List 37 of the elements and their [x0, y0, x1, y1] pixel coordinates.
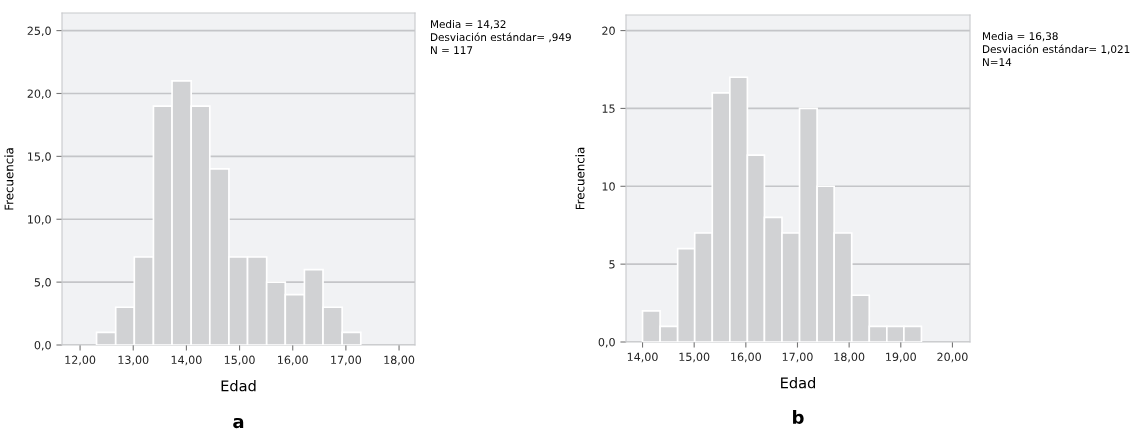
y-tick-label: 10,0 [28, 215, 51, 225]
y-tick-label: 15,0 [28, 152, 51, 162]
x-tick-label: 13,00 [118, 355, 149, 366]
x-tick-label: 18,00 [384, 355, 415, 366]
y-tick-label: 0,0 [598, 337, 615, 348]
text: Media = 14,32 [431, 20, 506, 30]
x-axis-title: Edad [221, 380, 256, 392]
text: Desviación estándar= 1,021 [983, 44, 1130, 55]
text: b [793, 410, 804, 425]
text: N = 117 [431, 46, 473, 54]
y-tick-label: 25,0 [27, 26, 51, 37]
text: Desviación estándar= ,949 [431, 32, 571, 43]
text: a [233, 417, 244, 429]
x-tick-label: 18,00 [834, 352, 865, 363]
x-tick-label: 19,00 [886, 352, 916, 363]
y-axis-title: Frecuencia [575, 147, 585, 210]
y-tick-label: 10 [602, 182, 615, 191]
text: Media = 16,38 [983, 32, 1058, 42]
x-tick-label: 16,00 [278, 355, 308, 366]
x-tick-label: 17,00 [782, 352, 813, 363]
y-tick-label: 15 [602, 104, 615, 113]
text: N=14 [983, 58, 1012, 66]
x-tick-label: 12,00 [65, 355, 96, 366]
x-tick-label: 15,00 [224, 355, 255, 366]
y-axis-title: Frecuencia [4, 148, 14, 210]
x-tick-label: 16,00 [731, 352, 761, 363]
y-tick-label: 20,0 [27, 89, 51, 99]
y-tick-label: 5 [609, 260, 615, 269]
x-tick-label: 14,00 [627, 352, 658, 363]
x-tick-label: 15,00 [679, 352, 710, 363]
x-tick-label: 17,00 [331, 355, 362, 366]
x-axis-title: Edad [781, 377, 816, 389]
x-tick-label: 14,00 [171, 355, 202, 366]
x-tick-label: 20,00 [937, 352, 968, 363]
y-tick-label: 20 [602, 26, 615, 35]
y-tick-label: 5,0 [34, 278, 51, 288]
y-tick-label: 0,0 [34, 340, 51, 351]
